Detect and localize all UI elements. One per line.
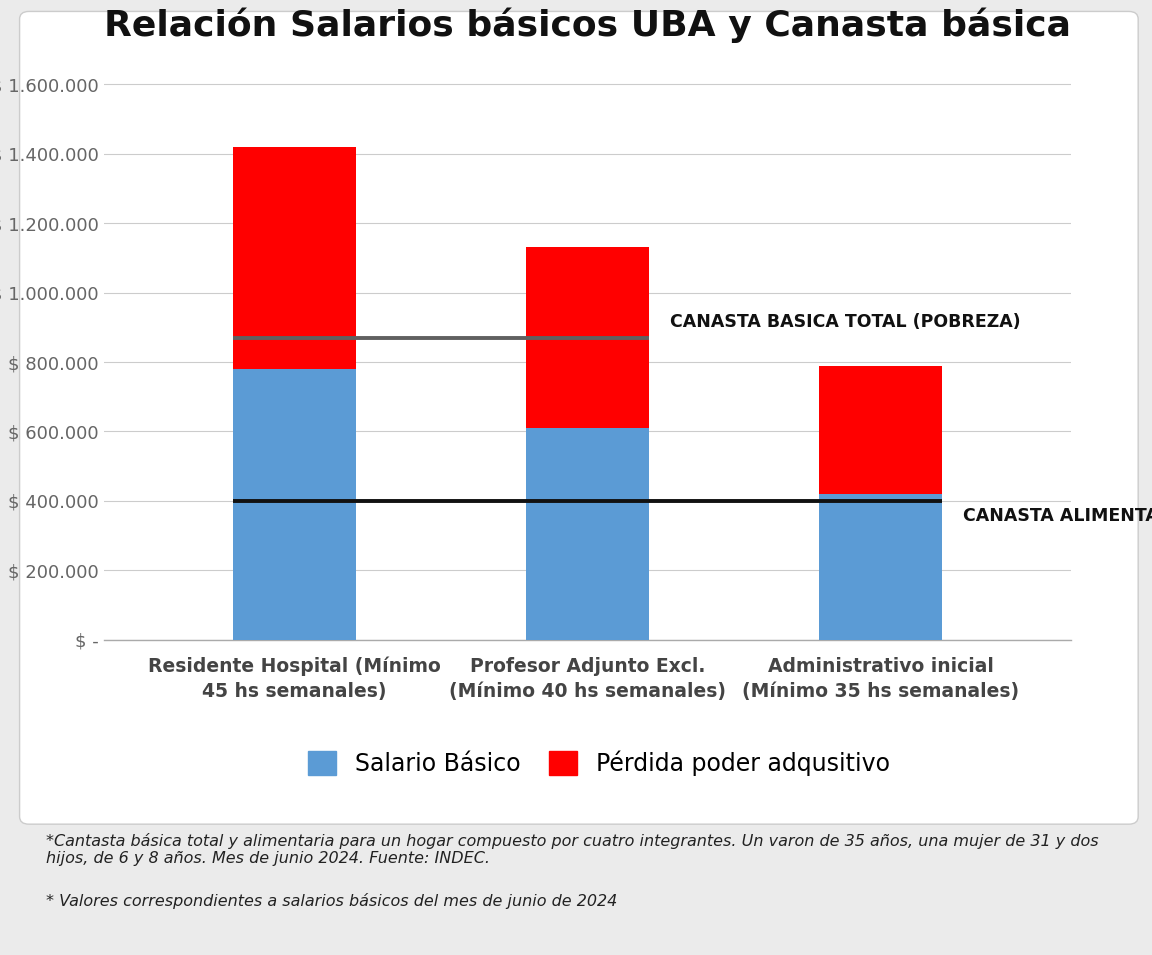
Text: * Valores correspondientes a salarios básicos del mes de junio de 2024: * Valores correspondientes a salarios bá… bbox=[46, 893, 617, 909]
Bar bbox=[526, 247, 649, 428]
Bar bbox=[819, 366, 942, 494]
Legend: Salario Básico, Pérdida poder adqusitivo: Salario Básico, Pérdida poder adqusitivo bbox=[308, 751, 890, 776]
Bar bbox=[233, 369, 356, 640]
Text: *Cantasta básica total y alimentaria para un hogar compuesto por cuatro integran: *Cantasta básica total y alimentaria par… bbox=[46, 833, 1099, 866]
Text: CANASTA ALIMENTARIA (INDIGENCIA): CANASTA ALIMENTARIA (INDIGENCIA) bbox=[963, 507, 1152, 525]
Text: CANASTA BASICA TOTAL (POBREZA): CANASTA BASICA TOTAL (POBREZA) bbox=[669, 313, 1021, 331]
Bar bbox=[819, 494, 942, 640]
Bar bbox=[233, 147, 356, 369]
Bar bbox=[526, 428, 649, 640]
Title: Relación Salarios básicos UBA y Canasta básica: Relación Salarios básicos UBA y Canasta … bbox=[104, 8, 1071, 43]
